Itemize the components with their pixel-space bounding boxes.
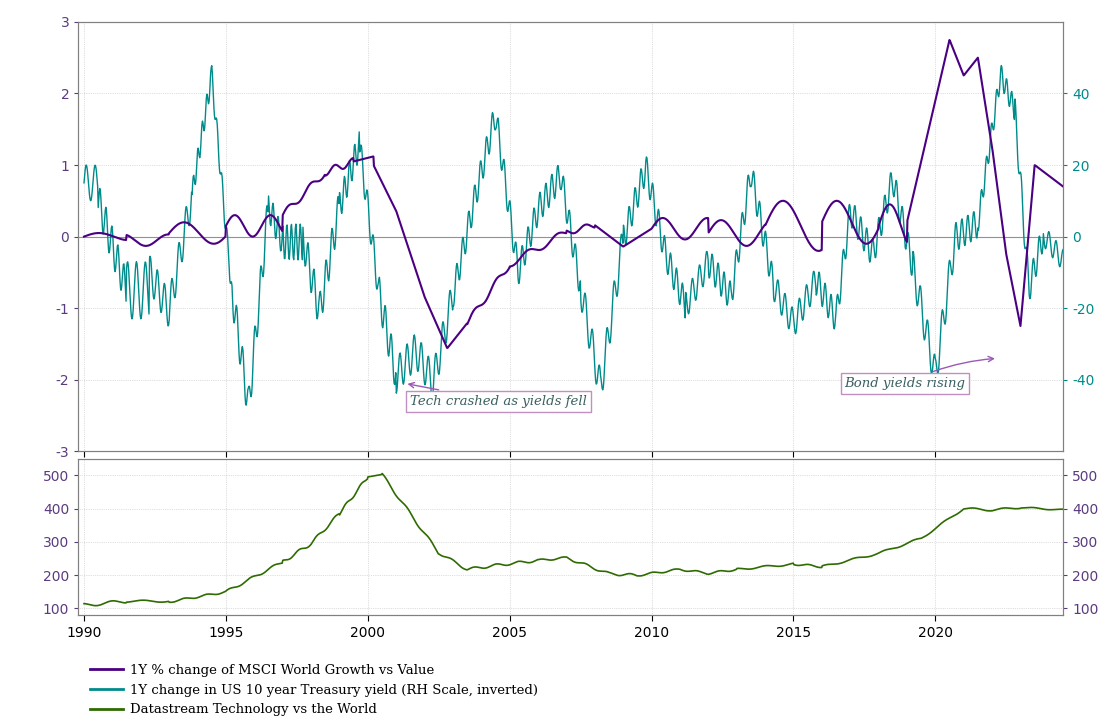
Text: Tech crashed as yields fell: Tech crashed as yields fell [408,382,587,408]
Text: Bond yields rising: Bond yields rising [845,357,994,390]
Legend: 1Y % change of MSCI World Growth vs Value, 1Y change in US 10 year Treasury yiel: 1Y % change of MSCI World Growth vs Valu… [85,659,543,721]
